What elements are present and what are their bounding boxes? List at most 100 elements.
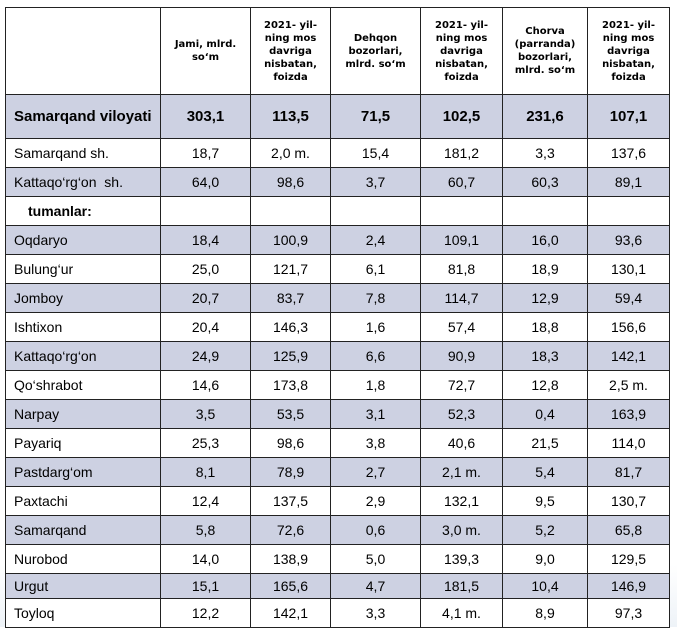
table-cell: 59,4 — [587, 283, 670, 313]
empty-cell — [587, 196, 670, 226]
table-row: Pastdarg‘om 8,1 78,9 2,7 2,1 m. 5,4 81,7 — [5, 457, 670, 487]
table-cell: 4,1 m. — [420, 598, 503, 628]
table-cell: 18,7 — [160, 138, 251, 168]
table-cell: 60,3 — [502, 167, 588, 197]
table-cell: 12,8 — [502, 370, 588, 400]
table-cell: 57,4 — [420, 312, 503, 342]
empty-cell — [160, 196, 251, 226]
table-cell: 2,4 — [330, 225, 421, 255]
header-dehqon-pct: 2021- yil-ning mos davriga nisbatan, foi… — [420, 7, 503, 95]
table-cell: 125,9 — [250, 341, 331, 371]
table-cell: 165,6 — [250, 573, 331, 599]
table-cell: 6,6 — [330, 341, 421, 371]
table-cell: 5,0 — [330, 544, 421, 574]
table-cell: 72,6 — [250, 515, 331, 545]
row-name: Bulung‘ur — [5, 254, 161, 284]
table-cell: 12,2 — [160, 598, 251, 628]
table-cell: 3,3 — [330, 598, 421, 628]
table-cell: 3,3 — [502, 138, 588, 168]
row-name: Toyloq — [5, 598, 161, 628]
table-cell: 81,8 — [420, 254, 503, 284]
table-cell: 5,4 — [502, 457, 588, 487]
table-cell: 15,1 — [160, 573, 251, 599]
row-name: Oqdaryo — [5, 225, 161, 255]
row-name: Ishtixon — [5, 312, 161, 342]
table-cell: 0,6 — [330, 515, 421, 545]
table-cell: 146,3 — [250, 312, 331, 342]
table-cell: 3,1 — [330, 399, 421, 429]
table-row: Urgut 15,1 165,6 4,7 181,5 10,4 146,9 — [5, 573, 670, 599]
table-cell: 15,4 — [330, 138, 421, 168]
table-cell: 137,5 — [250, 486, 331, 516]
table-cell: 3,0 m. — [420, 515, 503, 545]
table-cell: 97,3 — [587, 598, 670, 628]
table-cell: 25,3 — [160, 428, 251, 458]
table-row: Narpay 3,5 53,5 3,1 52,3 0,4 163,9 — [5, 399, 670, 429]
table-cell: 9,5 — [502, 486, 588, 516]
table-row: Bulung‘ur 25,0 121,7 6,1 81,8 18,9 130,1 — [5, 254, 670, 284]
row-name: Nurobod — [5, 544, 161, 574]
table-cell: 130,7 — [587, 486, 670, 516]
table-cell: 0,4 — [502, 399, 588, 429]
header-livestock-pct: 2021- yil-ning mos davriga nisbatan, foi… — [587, 7, 670, 95]
table-cell: 16,0 — [502, 225, 588, 255]
row-name: Paxtachi — [5, 486, 161, 516]
total-row: Samarqand viloyati 303,1 113,5 71,5 102,… — [5, 94, 670, 139]
table-cell: 18,9 — [502, 254, 588, 284]
table-cell: 72,7 — [420, 370, 503, 400]
table-cell: 98,6 — [250, 428, 331, 458]
row-name: Pastdarg‘om — [5, 457, 161, 487]
table-cell: 65,8 — [587, 515, 670, 545]
table-cell: 1,8 — [330, 370, 421, 400]
header-livestock-markets: Chorva (parranda) bozorlari, mlrd. so‘m — [502, 7, 588, 95]
row-name: Kattaqo‘rg‘on sh. — [5, 167, 161, 197]
table-cell: 4,7 — [330, 573, 421, 599]
table-cell: 142,1 — [250, 598, 331, 628]
empty-cell — [250, 196, 331, 226]
table-cell: 5,8 — [160, 515, 251, 545]
table-cell: 83,7 — [250, 283, 331, 313]
table-cell: 156,6 — [587, 312, 670, 342]
table-cell: 52,3 — [420, 399, 503, 429]
table-cell: 25,0 — [160, 254, 251, 284]
table-cell: 20,4 — [160, 312, 251, 342]
total-cell: 113,5 — [250, 94, 331, 139]
table-cell: 173,8 — [250, 370, 331, 400]
table-cell: 129,5 — [587, 544, 670, 574]
table-cell: 5,2 — [502, 515, 588, 545]
table-cell: 21,5 — [502, 428, 588, 458]
table-cell: 64,0 — [160, 167, 251, 197]
row-name: Samarqand — [5, 515, 161, 545]
table-cell: 24,9 — [160, 341, 251, 371]
table-cell: 3,8 — [330, 428, 421, 458]
table-row: Paxtachi 12,4 137,5 2,9 132,1 9,5 130,7 — [5, 486, 670, 516]
table-row: Kattaqo‘rg‘on 24,9 125,9 6,6 90,9 18,3 1… — [5, 341, 670, 371]
table-cell: 3,7 — [330, 167, 421, 197]
table-cell: 109,1 — [420, 225, 503, 255]
table-cell: 130,1 — [587, 254, 670, 284]
table-cell: 114,7 — [420, 283, 503, 313]
table-row: Qo‘shrabot 14,6 173,8 1,8 72,7 12,8 2,5 … — [5, 370, 670, 400]
table-cell: 93,6 — [587, 225, 670, 255]
table-cell: 132,1 — [420, 486, 503, 516]
total-cell: 107,1 — [587, 94, 670, 139]
table-cell: 142,1 — [587, 341, 670, 371]
table-cell: 12,4 — [160, 486, 251, 516]
total-name: Samarqand viloyati — [5, 94, 161, 139]
table-cell: 18,8 — [502, 312, 588, 342]
table-cell: 9,0 — [502, 544, 588, 574]
total-cell: 71,5 — [330, 94, 421, 139]
row-name: Samarqand sh. — [5, 138, 161, 168]
table-row: Ishtixon 20,4 146,3 1,6 57,4 18,8 156,6 — [5, 312, 670, 342]
row-name: Narpay — [5, 399, 161, 429]
table-cell: 78,9 — [250, 457, 331, 487]
table-cell: 6,1 — [330, 254, 421, 284]
header-total: Jami, mlrd. so‘m — [160, 7, 251, 95]
table-cell: 14,6 — [160, 370, 251, 400]
total-cell: 102,5 — [420, 94, 503, 139]
table-cell: 8,1 — [160, 457, 251, 487]
row-name: Jomboy — [5, 283, 161, 313]
table-cell: 137,6 — [587, 138, 670, 168]
table-cell: 2,9 — [330, 486, 421, 516]
header-region — [5, 7, 161, 95]
